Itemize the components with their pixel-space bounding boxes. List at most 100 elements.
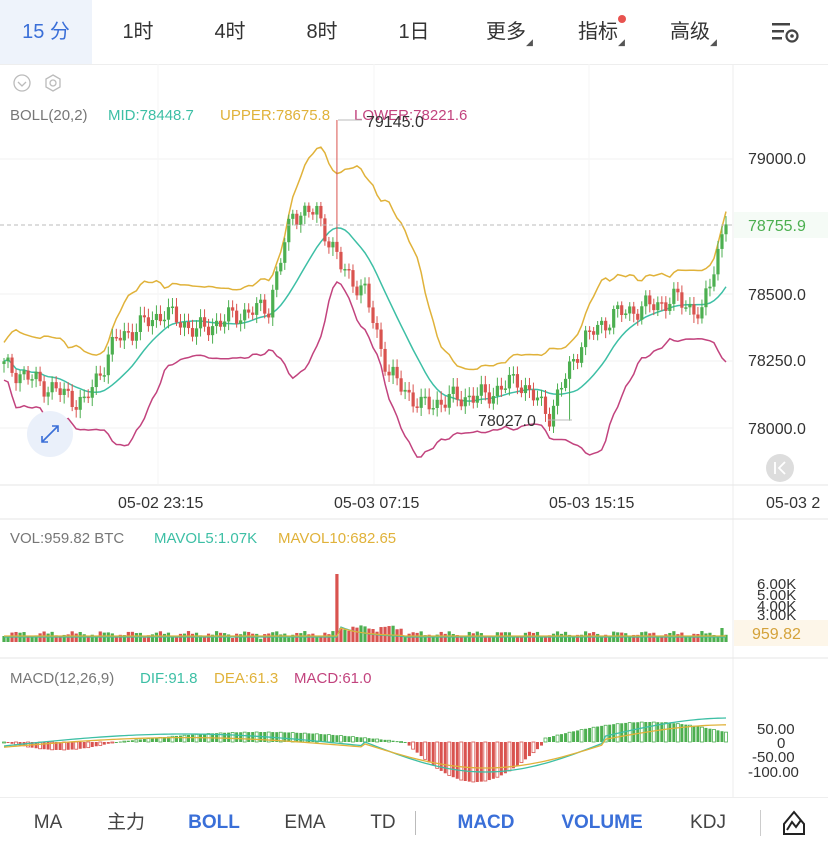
candle-body [98, 373, 102, 376]
indicator-bar: MA 主力 BOLL EMA TD MACD VOLUME KDJ [0, 797, 828, 848]
candle-body [539, 396, 544, 399]
chart-style-icon[interactable] [780, 808, 808, 836]
tab-advanced[interactable]: 高级 ◢ [644, 0, 736, 64]
macd-bar [712, 729, 716, 743]
price-axis: 79000.0 78500.0 78250.0 78000.0 [748, 151, 806, 438]
tab-1h[interactable]: 1时 [92, 0, 184, 64]
settings-icon[interactable] [45, 74, 61, 92]
volume-bar [547, 635, 552, 642]
chart-settings-icon[interactable] [770, 18, 800, 46]
indicator-divider [415, 811, 416, 835]
candle-body [411, 392, 415, 407]
candle-body [628, 306, 632, 314]
tab-15m[interactable]: 15 分 [0, 0, 92, 64]
candle-body [275, 271, 279, 290]
volume-last-label: 959.82 [752, 626, 801, 643]
candle-body [575, 359, 580, 363]
macd-bar [560, 734, 564, 742]
expand-icon[interactable] [27, 411, 73, 457]
macd-bar [82, 742, 86, 749]
candle-body [227, 307, 231, 322]
high-price-label: 79145.0 [366, 114, 424, 131]
candle-body [580, 347, 584, 363]
volume-bar [74, 633, 78, 642]
macd-bar [6, 742, 10, 743]
macd-bar [467, 742, 471, 782]
candle-body [231, 307, 235, 311]
tab-8h[interactable]: 8时 [276, 0, 368, 64]
candle-body [391, 366, 395, 376]
candle-body [403, 389, 407, 392]
candle-body [219, 320, 223, 327]
macd-bar [319, 734, 323, 742]
indicator-boll[interactable]: BOLL [180, 798, 248, 848]
macd-bar [495, 741, 500, 778]
volume-bar [636, 634, 640, 642]
indicator-kdj[interactable]: KDJ [680, 798, 736, 848]
macd-bar [612, 724, 616, 742]
volume-tick: 4.00K [757, 598, 796, 615]
macd-bar [331, 734, 335, 742]
candle-body [54, 382, 58, 389]
indicator-ma[interactable]: MA [20, 798, 76, 848]
candle-body [30, 379, 34, 381]
macd-bar [138, 739, 142, 742]
macd-bar [543, 737, 548, 743]
time-tick: 05-03 2 [766, 495, 820, 512]
volume-bar [90, 634, 94, 642]
candle-body [479, 384, 483, 396]
candle-body [387, 371, 391, 376]
last-price-label: 78755.9 [748, 218, 806, 235]
indicator-td[interactable]: TD [358, 798, 408, 848]
tab-1d[interactable]: 1日 [368, 0, 460, 64]
candle-body [527, 385, 532, 390]
macd-axis: 50.00 0 -50.00 -100.00 [748, 721, 799, 781]
volume-bar [38, 633, 42, 642]
price-chart[interactable]: BOLL(20,2) MID:78448.7 UPPER:78675.8 LOW… [0, 64, 828, 797]
tab-more[interactable]: 更多 ◢ [460, 0, 552, 64]
macd-bar [591, 726, 596, 743]
indicator-ema[interactable]: EMA [276, 798, 334, 848]
tab-4h[interactable]: 4时 [184, 0, 276, 64]
candle-body [495, 385, 499, 397]
collapse-icon[interactable] [13, 74, 31, 92]
macd-bar [46, 742, 50, 750]
macd-bar [351, 736, 355, 743]
tab-indicator[interactable]: 指标 ◢ [552, 0, 644, 64]
volume-bar [110, 633, 114, 642]
indicator-volume[interactable]: VOLUME [552, 798, 652, 848]
macd-bar [230, 732, 235, 743]
macd-bar [527, 742, 531, 757]
candle-body [491, 396, 495, 404]
volume-bar [559, 633, 564, 642]
macd-bar [716, 730, 720, 742]
volume-bar [291, 634, 295, 642]
macd-bar [427, 742, 431, 763]
macd-bar [680, 724, 684, 742]
macd-bar [283, 732, 287, 742]
macd-bar [672, 723, 676, 742]
indicator-kdj-label: KDJ [690, 812, 726, 833]
candle-body [604, 320, 608, 331]
indicator-macd[interactable]: MACD [446, 798, 526, 848]
boll-lower-line [3, 281, 727, 458]
macd-histogram [2, 721, 728, 783]
macd-bar [311, 733, 315, 742]
candle-body [507, 374, 511, 389]
indicator-main[interactable]: 主力 [96, 798, 156, 848]
macd-bar [335, 735, 339, 742]
macd-bar [439, 742, 443, 771]
tab-8h-label: 8时 [306, 21, 338, 43]
candle-body [299, 215, 303, 225]
candle-body [142, 315, 146, 318]
candle-body [46, 392, 50, 397]
mavol10-value: MAVOL10:682.65 [278, 530, 396, 547]
jump-latest-icon[interactable] [766, 454, 794, 482]
candle-body [588, 330, 592, 332]
volume-bar [519, 635, 524, 642]
candle-body [323, 218, 327, 242]
volume-bar [146, 635, 150, 642]
volume-bar [210, 634, 215, 642]
candle-body [616, 305, 620, 309]
candle-body [592, 331, 596, 335]
